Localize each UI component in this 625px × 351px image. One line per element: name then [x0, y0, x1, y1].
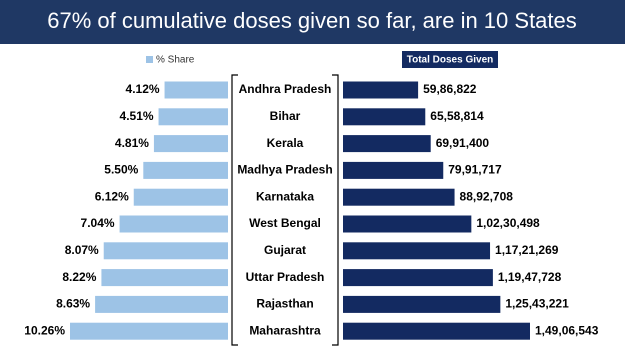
bar	[343, 295, 501, 313]
category-label: Karnataka	[256, 189, 314, 203]
value-label: 1,25,43,221	[505, 297, 569, 311]
bar	[158, 108, 228, 126]
bar	[343, 135, 431, 153]
bar	[343, 215, 472, 233]
value-label: 1,19,47,728	[498, 270, 562, 284]
value-label: 4.81%	[115, 136, 149, 150]
category-label: Rajasthan	[256, 297, 313, 311]
value-label: 79,91,717	[448, 163, 502, 177]
bar	[70, 322, 228, 340]
bar	[164, 81, 228, 99]
bar	[343, 269, 493, 287]
value-label: 69,91,400	[436, 136, 490, 150]
value-label: 6.12%	[95, 189, 129, 203]
value-label: 1,49,06,543	[535, 323, 599, 337]
category-label: Kerala	[267, 136, 304, 150]
bar	[143, 161, 228, 179]
bar	[343, 108, 426, 126]
legend-label: Total Doses Given	[407, 55, 494, 66]
bar	[103, 242, 228, 260]
value-label: 1,02,30,498	[476, 216, 540, 230]
title-bar	[0, 0, 625, 44]
bar	[343, 81, 419, 99]
category-label: Madhya Pradesh	[237, 163, 332, 177]
value-label: 4.51%	[120, 109, 154, 123]
category-label: Andhra Pradesh	[239, 82, 332, 96]
category-label: Bihar	[270, 109, 301, 123]
bar	[133, 188, 228, 206]
value-label: 8.22%	[62, 270, 96, 284]
value-label: 65,58,814	[430, 109, 484, 123]
legend-label: % Share	[156, 55, 195, 66]
bar	[343, 242, 491, 260]
label-bracket	[231, 74, 339, 346]
bar	[153, 135, 228, 153]
value-label: 88,92,708	[460, 189, 514, 203]
value-label: 8.07%	[65, 243, 99, 257]
value-label: 59,86,822	[423, 82, 477, 96]
bar	[119, 215, 228, 233]
category-label: Uttar Pradesh	[246, 270, 325, 284]
bar	[101, 269, 228, 287]
category-label: Gujarat	[264, 243, 306, 257]
value-label: 10.26%	[24, 323, 65, 337]
chart-title: 67% of cumulative doses given so far, ar…	[47, 8, 577, 33]
value-label: 4.12%	[126, 82, 160, 96]
bar	[343, 161, 444, 179]
bar	[343, 188, 455, 206]
bar	[95, 295, 228, 313]
category-label: Maharashtra	[249, 323, 321, 337]
legend-swatch	[146, 56, 153, 63]
bar	[343, 322, 530, 340]
value-label: 5.50%	[104, 163, 138, 177]
category-label: West Bengal	[249, 216, 321, 230]
value-label: 7.04%	[81, 216, 115, 230]
value-label: 8.63%	[56, 297, 90, 311]
value-label: 1,17,21,269	[495, 243, 559, 257]
legend-box	[402, 51, 498, 68]
